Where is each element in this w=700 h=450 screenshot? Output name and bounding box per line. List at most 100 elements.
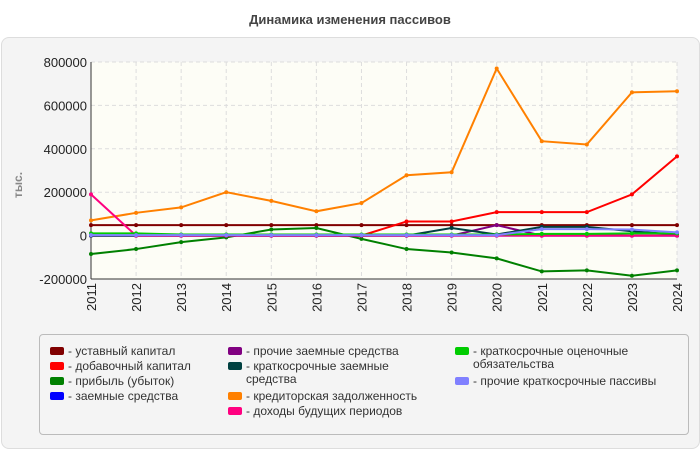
data-point [404, 247, 409, 252]
data-point [179, 233, 184, 238]
legend-item: - доходы будущих периодов [228, 405, 438, 418]
data-point [359, 201, 364, 206]
data-point [494, 66, 499, 71]
legend-label: - прочие краткосрочные пассивы [473, 374, 657, 388]
data-point [584, 268, 589, 273]
data-point [675, 89, 679, 94]
data-point [269, 233, 274, 238]
x-tick-label: 2023 [625, 283, 640, 312]
data-point [449, 223, 454, 228]
legend-swatch [228, 392, 242, 400]
y-tick-label: 600000 [44, 98, 87, 113]
y-axis-label: тыс. [11, 172, 25, 198]
data-point [359, 233, 364, 238]
legend-label: - доходы будущих периодов [246, 404, 403, 418]
legend-swatch [50, 347, 64, 355]
data-point [629, 192, 634, 197]
x-tick-label: 2013 [174, 283, 189, 312]
data-point [224, 190, 229, 195]
data-point [539, 210, 544, 215]
data-point [629, 223, 634, 228]
legend-label: - краткосрочные заемные средства [246, 359, 389, 386]
legend-item: - прибыль (убыток) [50, 375, 260, 388]
data-point [179, 223, 184, 228]
x-tick-label: 2016 [309, 283, 324, 312]
data-point [314, 223, 319, 228]
legend: - уставный капитал - добавочный капитал - … [39, 334, 689, 435]
legend-label: - заемные средства [68, 389, 179, 403]
data-point [314, 209, 319, 214]
data-point [224, 233, 229, 238]
y-tick-label: 200000 [44, 185, 87, 200]
data-point [494, 223, 499, 228]
legend-item: - кредиторская задолженность [228, 390, 438, 403]
x-tick-label: 2015 [264, 283, 279, 312]
legend-swatch [50, 362, 64, 370]
data-point [494, 210, 499, 215]
data-point [134, 247, 139, 252]
data-point [269, 227, 274, 232]
data-point [359, 236, 364, 241]
data-point [629, 231, 634, 236]
data-point [269, 198, 274, 203]
legend-label: - добавочный капитал [68, 359, 191, 373]
x-tick-label: 2024 [670, 283, 685, 312]
data-point [404, 233, 409, 238]
y-tick-label: 0 [80, 229, 87, 244]
legend-label: - краткосрочные оценочные обязательства [473, 344, 629, 371]
series-line-9 [91, 228, 678, 237]
data-point [675, 223, 679, 228]
data-point [584, 227, 589, 232]
data-point [89, 218, 93, 223]
data-point [584, 142, 589, 147]
x-tick-label: 2018 [400, 283, 415, 312]
legend-item: - добавочный капитал [50, 360, 260, 373]
x-tick-label: 2019 [445, 283, 460, 312]
data-point [449, 170, 454, 175]
y-tick-label: -200000 [39, 272, 87, 287]
data-point [314, 233, 319, 238]
legend-label: - кредиторская задолженность [246, 389, 418, 403]
data-point [539, 139, 544, 144]
legend-swatch [455, 377, 469, 385]
x-tick-label: 2022 [580, 283, 595, 312]
data-point [404, 219, 409, 224]
data-point [404, 223, 409, 228]
data-point [494, 233, 499, 238]
plot-area [91, 62, 677, 279]
chart-title: Динамика изменения пассивов [249, 12, 451, 27]
data-point [134, 223, 139, 228]
data-point [314, 226, 319, 231]
series-line-2 [90, 227, 678, 277]
data-point [449, 250, 454, 255]
data-point [449, 226, 454, 231]
data-point [629, 90, 634, 95]
legend-item: - заемные средства [50, 390, 260, 403]
data-point [539, 231, 544, 236]
data-point [179, 240, 184, 245]
legend-swatch [50, 392, 64, 400]
series-line-6 [90, 66, 678, 222]
data-point [179, 205, 184, 210]
data-point [404, 173, 409, 178]
data-point [449, 219, 454, 224]
legend-label: - прочие заемные средства [246, 344, 399, 358]
legend-label: - прибыль (убыток) [68, 374, 175, 388]
data-point [629, 227, 634, 232]
data-point [89, 233, 93, 238]
legend-item: - уставный капитал [50, 345, 260, 358]
data-point [89, 192, 93, 197]
legend-swatch [228, 407, 242, 415]
data-point [539, 227, 544, 232]
data-point [584, 210, 589, 215]
x-tick-label: 2020 [490, 283, 505, 312]
legend-item: - краткосрочные заемные средства [228, 360, 438, 386]
data-point [134, 210, 139, 215]
x-tick-label: 2017 [354, 283, 369, 312]
legend-item: - прочие заемные средства [228, 345, 438, 358]
data-point [359, 223, 364, 228]
data-point [269, 223, 274, 228]
legend-swatch [228, 347, 242, 355]
data-point [89, 252, 93, 257]
data-point [89, 223, 93, 228]
